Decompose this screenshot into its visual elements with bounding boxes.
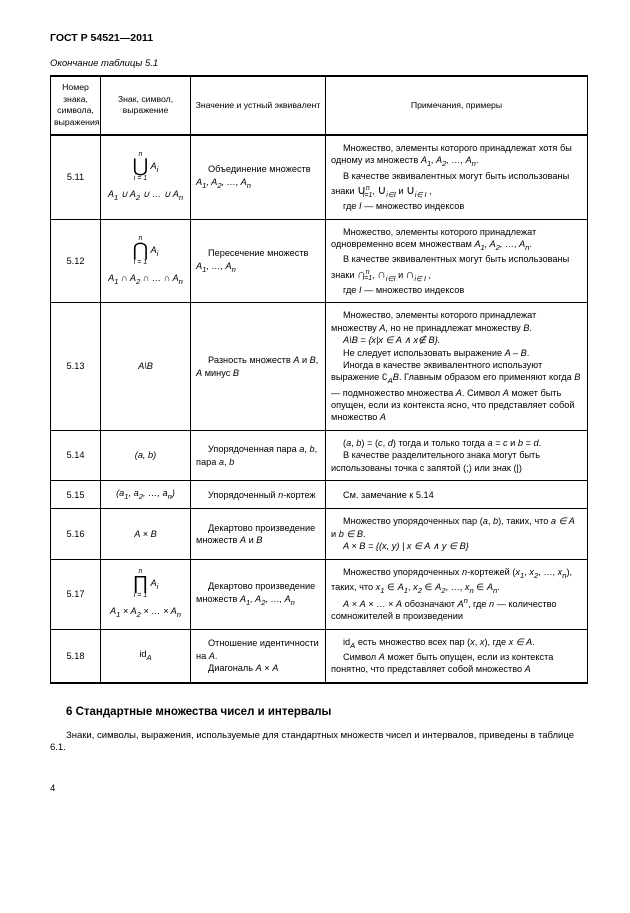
section-heading: 6 Стандартные множества чисел и интервал… — [50, 706, 588, 718]
row-remarks: Множество, элементы которого принадлежат… — [326, 303, 588, 431]
table-header-row: Номер знака, символа, выражения Знак, си… — [51, 76, 588, 135]
row-meaning: Декартово произведение множеств A и B — [191, 509, 326, 559]
row-remarks: См. замечание к 5.14 — [326, 481, 588, 509]
table-caption: Окончание таблицы 5.1 — [50, 58, 588, 69]
row-remarks: Множество упорядоченных n-кортежей (x1, … — [326, 559, 588, 629]
row-symbol: (a, b) — [101, 430, 191, 480]
page: ГОСТ Р 54521—2011 Окончание таблицы 5.1 … — [0, 0, 630, 814]
row-meaning: Объединение множеств A1, A2, …, An — [191, 135, 326, 219]
standards-table: Номер знака, символа, выражения Знак, си… — [50, 75, 588, 684]
table-row: 5.18 idA Отношение идентичности на A. Ди… — [51, 629, 588, 683]
row-number: 5.15 — [51, 481, 101, 509]
row-number: 5.13 — [51, 303, 101, 431]
col-header-symbol: Знак, символ, выражение — [101, 76, 191, 135]
row-meaning: Упорядоченный n-кортеж — [191, 481, 326, 509]
row-number: 5.14 — [51, 430, 101, 480]
col-header-remarks: Примечания, примеры — [326, 76, 588, 135]
row-symbol: n ⋂ i = 1 Ai A1 ∩ A2 ∩ … ∩ An — [101, 219, 191, 303]
row-symbol: A\B — [101, 303, 191, 431]
row-number: 5.16 — [51, 509, 101, 559]
table-row: 5.15 (a1, a2, …, an) Упорядоченный n-кор… — [51, 481, 588, 509]
row-remarks: Множество, элементы которого принадлежат… — [326, 219, 588, 303]
table-row: 5.13 A\B Разность множеств A и B, A мину… — [51, 303, 588, 431]
table-row: 5.16 A × B Декартово произведение множес… — [51, 509, 588, 559]
row-remarks: Множество, элементы которого принадлежат… — [326, 135, 588, 219]
row-remarks: Множество упорядоченных пар (a, b), таки… — [326, 509, 588, 559]
row-meaning: Упорядоченная пара a, b, пара a, b — [191, 430, 326, 480]
row-symbol: (a1, a2, …, an) — [101, 481, 191, 509]
row-number: 5.12 — [51, 219, 101, 303]
row-meaning: Декартово произведение множеств A1, A2, … — [191, 559, 326, 629]
document-header: ГОСТ Р 54521—2011 — [50, 32, 588, 44]
row-symbol: n ⋃ i = 1 Ai A1 ∪ A2 ∪ … ∪ An — [101, 135, 191, 219]
table-row: 5.14 (a, b) Упорядоченная пара a, b, пар… — [51, 430, 588, 480]
table-row: 5.11 n ⋃ i = 1 Ai A1 ∪ A2 ∪ … ∪ An Объед… — [51, 135, 588, 219]
table-row: 5.12 n ⋂ i = 1 Ai A1 ∩ A2 ∩ … ∩ An Перес… — [51, 219, 588, 303]
col-header-number: Номер знака, символа, выражения — [51, 76, 101, 135]
row-meaning: Пересечение множеств A1, …, An — [191, 219, 326, 303]
page-number: 4 — [50, 783, 588, 794]
row-symbol: n ∏ i = 1 Ai A1 × A2 × … × An — [101, 559, 191, 629]
row-number: 5.17 — [51, 559, 101, 629]
row-meaning: Разность множеств A и B, A минус B — [191, 303, 326, 431]
row-number: 5.18 — [51, 629, 101, 683]
row-number: 5.11 — [51, 135, 101, 219]
row-symbol: A × B — [101, 509, 191, 559]
row-symbol: idA — [101, 629, 191, 683]
row-remarks: idA есть множество всех пар (x, x), где … — [326, 629, 588, 683]
row-remarks: (a, b) = (c, d) тогда и только тогда a =… — [326, 430, 588, 480]
row-meaning: Отношение идентичности на A. Диагональ A… — [191, 629, 326, 683]
table-row: 5.17 n ∏ i = 1 Ai A1 × A2 × … × An Декар… — [51, 559, 588, 629]
body-paragraph: Знаки, символы, выражения, используемые … — [50, 730, 588, 755]
col-header-meaning: Значение и устный эквивалент — [191, 76, 326, 135]
